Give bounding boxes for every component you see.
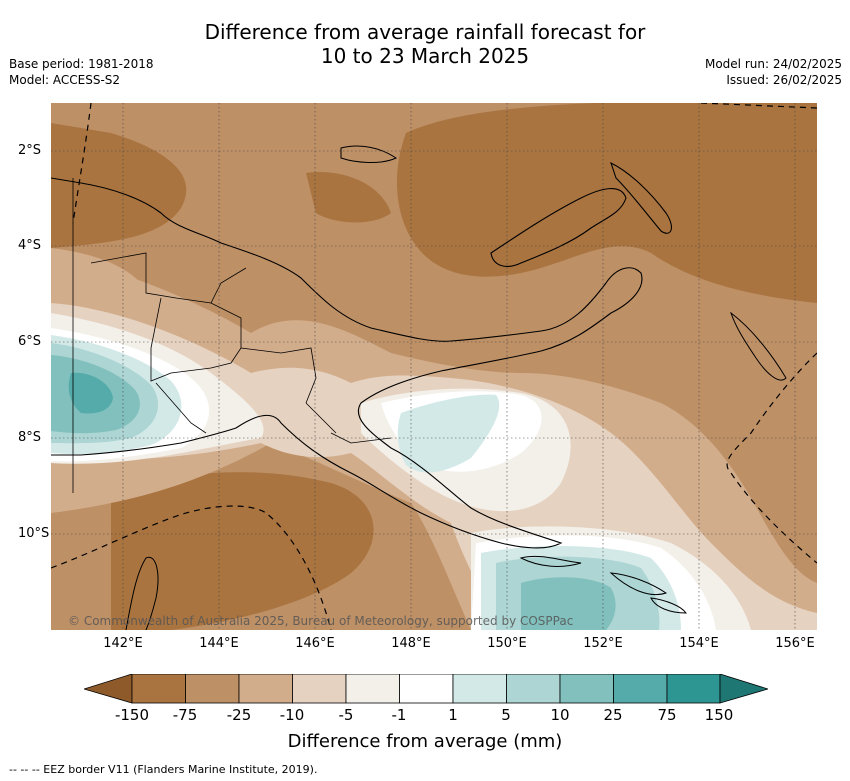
colorbar-swatch-5 <box>345 674 400 704</box>
rainfall-map <box>51 103 817 630</box>
anomaly-zone-very-dry-center <box>306 172 391 223</box>
colorbar-tick: 10 <box>550 706 570 724</box>
coastline-cape-york <box>125 556 159 630</box>
colorbar-tick: 150 <box>704 706 734 724</box>
anomaly-zone-very-dry-west <box>51 123 187 248</box>
anomaly-zone-very-dry-north <box>397 103 817 303</box>
colorbar-tick: -10 <box>279 706 305 724</box>
anomaly-zone-very-wet-west <box>68 372 113 414</box>
colorbar-title: Difference from average (mm) <box>287 731 563 752</box>
title-line-2: 10 to 23 March 2025 <box>320 44 530 68</box>
issued-date: Issued: 26/02/2025 <box>726 73 842 87</box>
base-period: Base period: 1981-2018 <box>9 57 154 71</box>
coastline-manus <box>340 145 398 163</box>
colorbar-tick: 5 <box>501 706 511 724</box>
province-borders <box>72 178 392 493</box>
lat-label-2s: 2°S <box>18 143 42 158</box>
colorbar-tick: 75 <box>657 706 677 724</box>
colorbar-swatch-lt-75 <box>84 674 133 704</box>
colorbar-tick: 25 <box>603 706 623 724</box>
coastline-new-guinea <box>51 177 643 549</box>
colorbar-swatch-10 <box>613 674 668 704</box>
colorbar-swatch-2 <box>185 674 240 704</box>
coastline-new-ireland <box>610 161 672 234</box>
colorbar <box>84 674 768 704</box>
map-title: Difference from average rainfall forecas… <box>0 20 850 68</box>
colorbar-tick: -5 <box>338 706 354 724</box>
colorbar-swatch-11 <box>666 674 721 704</box>
title-line-1: Difference from average rainfall forecas… <box>204 20 646 44</box>
model-name: Model: ACCESS-S2 <box>9 73 121 87</box>
lat-label-8s: 8°S <box>18 430 42 445</box>
colorbar-tick: -75 <box>172 706 198 724</box>
meta-left: Base period: 1981-2018 Model: ACCESS-S2 <box>9 56 154 88</box>
anomaly-zone-wet-south <box>521 577 616 630</box>
colorbar-swatch-gt-75 <box>719 674 768 704</box>
colorbar-swatch-6 <box>399 674 454 704</box>
lon-label-150e: 150°E <box>487 636 527 651</box>
colorbar-swatch-4 <box>292 674 347 704</box>
anomaly-zone-slight-wet-east <box>397 394 500 473</box>
colorbar-tick: -150 <box>114 706 150 724</box>
lon-label-156e: 156°E <box>775 636 815 651</box>
eez-border-west <box>51 103 332 630</box>
eez-border-east <box>700 103 817 564</box>
colorbar-tick: -1 <box>391 706 407 724</box>
lat-label-10s: 10°S <box>18 526 50 541</box>
colorbar-swatch-1 <box>131 674 186 704</box>
coastline-islands-southeast <box>519 555 687 614</box>
lat-label-6s: 6°S <box>18 334 42 349</box>
colorbar-swatch-8 <box>506 674 561 704</box>
model-run: Model run: 24/02/2025 <box>704 57 842 71</box>
coastline-new-britain <box>490 188 627 267</box>
lon-label-148e: 148°E <box>391 636 431 651</box>
lon-label-142e: 142°E <box>103 636 143 651</box>
map-canvas <box>51 103 817 630</box>
colorbar-tick: -25 <box>226 706 252 724</box>
anomaly-zone-very-dry-southwest <box>111 472 374 630</box>
copyright-notice: © Commonwealth of Australia 2025, Bureau… <box>68 614 574 628</box>
lon-label-152e: 152°E <box>583 636 623 651</box>
eez-legend: -- -- -- EEZ border V11 (Flanders Marine… <box>9 763 318 776</box>
coastline-bougainville <box>730 311 787 381</box>
lon-label-154e: 154°E <box>679 636 719 651</box>
colorbar-swatch-3 <box>238 674 293 704</box>
anomaly-zone-moderate-dry-west <box>51 248 141 318</box>
lon-label-144e: 144°E <box>199 636 239 651</box>
colorbar-swatch-9 <box>559 674 614 704</box>
lon-label-146e: 146°E <box>295 636 335 651</box>
meta-right: Model run: 24/02/2025 Issued: 26/02/2025 <box>705 56 842 88</box>
colorbar-tick: 1 <box>448 706 458 724</box>
lat-label-4s: 4°S <box>18 238 42 253</box>
colorbar-swatch-7 <box>452 674 507 704</box>
